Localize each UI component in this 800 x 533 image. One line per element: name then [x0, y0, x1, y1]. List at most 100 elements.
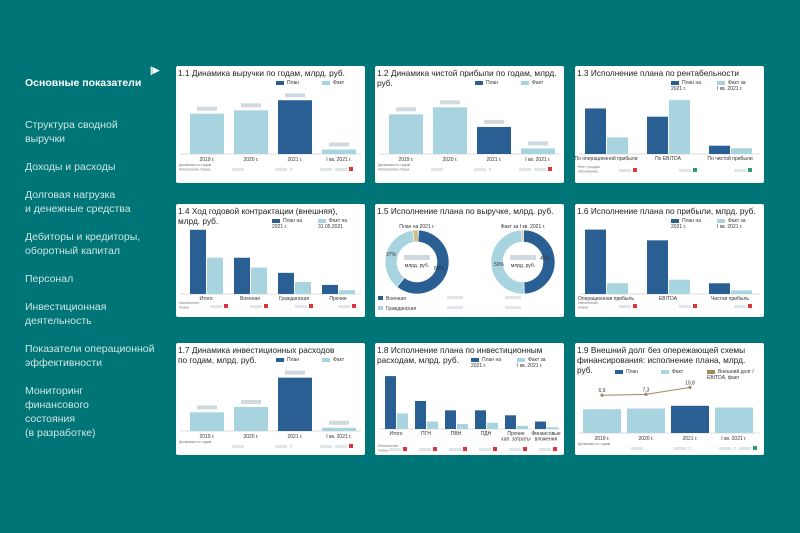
- nav-item-operational-efficiency[interactable]: Показатели операционной эффективности: [25, 343, 155, 369]
- legend-swatch: [318, 218, 326, 223]
- footer-label: Динамика по годам: [179, 440, 212, 444]
- x-tick-label: По операционной прибыли: [575, 155, 638, 162]
- bar-plan: [709, 283, 730, 294]
- blurred-value: [389, 448, 401, 451]
- bar-fact: [487, 422, 498, 429]
- label-line: 2020 г.: [442, 157, 457, 163]
- label-line: По EBITDA: [655, 156, 681, 162]
- blurred-value: [479, 448, 491, 451]
- x-tick-label: I кв. 2021 г.: [326, 434, 352, 440]
- label-line: 2020 г.: [243, 157, 258, 163]
- status-red-icon: [264, 304, 268, 308]
- blurred-value: [674, 447, 686, 450]
- blurred-value: [419, 448, 431, 451]
- status-red-icon: [523, 447, 527, 451]
- legend-swatch: [378, 306, 383, 310]
- x-tick-label: Прочие: [329, 296, 346, 302]
- bar-plan: [278, 100, 312, 154]
- nav-item-main-indicators[interactable]: Основные показатели |▶: [25, 62, 175, 104]
- nav-item-debtors-creditors[interactable]: Дебиторы и кредиторы, оборотный капитал: [25, 231, 141, 257]
- blurred-value: [320, 168, 332, 171]
- legend-swatch: [272, 218, 280, 223]
- nav-item-financial-monitoring[interactable]: Мониторинг финансового состояния (в разр…: [25, 385, 96, 439]
- bar-fact: [251, 267, 267, 294]
- label-line: Чистая прибыль: [711, 296, 749, 302]
- bar-plan: [535, 421, 546, 429]
- legend-item: План: [475, 80, 498, 86]
- label-line: Гражданская: [279, 296, 309, 302]
- nav-item-income-expenses[interactable]: Доходы и расходы: [25, 161, 116, 173]
- donut-charts: План на 2021 г. млрд. руб. Факт за I кв. 2…: [378, 224, 556, 312]
- footer-label: Динамика по годам: [578, 442, 611, 446]
- x-tick-label: ПДН: [481, 431, 492, 437]
- legend-item: Факт за I кв. 2021 г.: [717, 80, 746, 92]
- status-red-icon: [633, 304, 637, 308]
- card-investment-plan-execution[interactable]: 1.8 Исполнение плана по инвестиционным р…: [375, 343, 564, 455]
- bar-fact: [190, 113, 224, 154]
- status-red-icon: [403, 447, 407, 451]
- card-title: 1.9 Внешний долг без опережающей схемы ф…: [577, 345, 746, 375]
- x-tick-label: Военная: [240, 296, 260, 302]
- blurred-value: [250, 305, 262, 308]
- legend-item: План: [615, 369, 638, 375]
- blurred-value: [338, 305, 350, 308]
- blurred-center-value: [510, 255, 536, 260]
- nav-item-revenue-structure[interactable]: Структура сводной выручки: [25, 119, 118, 145]
- card-investment-dynamics[interactable]: 1.7 Динамика инвестиционных расходов по …: [176, 343, 365, 455]
- donut-center-unit: млрд. руб.: [405, 263, 429, 269]
- x-tick-label: 2021 г.: [287, 434, 302, 440]
- line-point: [644, 392, 648, 396]
- blurred-center-value: [404, 255, 430, 260]
- status-red-icon: [748, 304, 752, 308]
- card-revenue-dynamics[interactable]: 1.1 Динамика выручки по годам, млрд. руб…: [176, 66, 365, 183]
- x-tick-label: По EBITDA: [655, 156, 681, 162]
- legend-item: План на 2021 г.: [471, 357, 501, 369]
- status-green-icon: [748, 168, 752, 172]
- label-line: 2021 г.: [287, 434, 302, 440]
- line-point: [600, 393, 604, 397]
- card-contracting-progress[interactable]: 1.4 Ход годовой контрактации (внешняя), …: [176, 204, 365, 317]
- card-net-profit-dynamics[interactable]: 1.2 Динамика чистой прибыли по годам, мл…: [375, 66, 564, 183]
- legend-label: Факт за I кв. 2021 г.: [717, 218, 746, 230]
- bar-fact: [234, 407, 268, 431]
- legend-item: Факт: [661, 369, 683, 375]
- card-revenue-plan-execution[interactable]: 1.5 Исполнение плана по выручке, млрд. р…: [375, 204, 564, 317]
- bar-plan: [585, 108, 606, 154]
- status-red-icon: [349, 167, 353, 171]
- bar-plan: [322, 284, 338, 294]
- bar-chart: Операционная прибыль EBITDA Чистая прибыль…: [578, 229, 760, 310]
- status-red-icon: [463, 447, 467, 451]
- footer-label: Исполнение плана: [179, 168, 210, 172]
- label-line: Рент. продаж: [578, 165, 600, 169]
- legend-label: Факт: [333, 357, 345, 363]
- blurred-data-label: [241, 103, 261, 108]
- legend-swatch: [276, 80, 284, 85]
- bar-plan: [475, 410, 486, 429]
- bar-chart: Итого Военная Гражданская Прочие Исполнениеп…: [179, 229, 361, 310]
- x-tick-label: 2021 г.: [682, 436, 697, 442]
- legend-item: Факт: [521, 80, 543, 86]
- legend-swatch: [615, 369, 623, 374]
- card-external-debt[interactable]: 1.9 Внешний долг без опережающей схемы ф…: [575, 343, 764, 455]
- status-red-icon: [693, 304, 697, 308]
- legend-swatch: [475, 80, 483, 85]
- nav-item-investment[interactable]: Инвестиционная деятельность: [25, 301, 107, 327]
- nav-item-personnel[interactable]: Персонал: [25, 273, 74, 285]
- nav-item-debt-cash[interactable]: Долговая нагрузка и денежные средства: [25, 189, 131, 215]
- bar-fact: [295, 281, 311, 294]
- label-line: плана: [578, 306, 588, 310]
- label-line: Финансовые: [531, 431, 560, 437]
- pie-slice-Прочие: [521, 229, 524, 243]
- bar-fact: [715, 407, 753, 433]
- label-line: вложения: [535, 437, 558, 443]
- blurred-value: [679, 305, 691, 308]
- card-profit-plan-execution[interactable]: 1.6 Исполнение плана по прибыли, млрд. р…: [575, 204, 764, 317]
- label-line: 2019 г.: [199, 434, 214, 440]
- x-tick-label: Чистая прибыль: [711, 296, 749, 302]
- x-tick-label: Итого: [199, 296, 212, 302]
- label-line: ↑: [734, 446, 737, 452]
- bar-chart: 2019 г. 2020 г. 2021 г. I кв. 2021 г. Динами…: [378, 100, 560, 173]
- card-profitability-plan[interactable]: 1.3 Исполнение плана по рентабельности Пл…: [575, 66, 764, 183]
- label-line: кап. затраты: [501, 437, 531, 443]
- bar-plan: [585, 229, 606, 294]
